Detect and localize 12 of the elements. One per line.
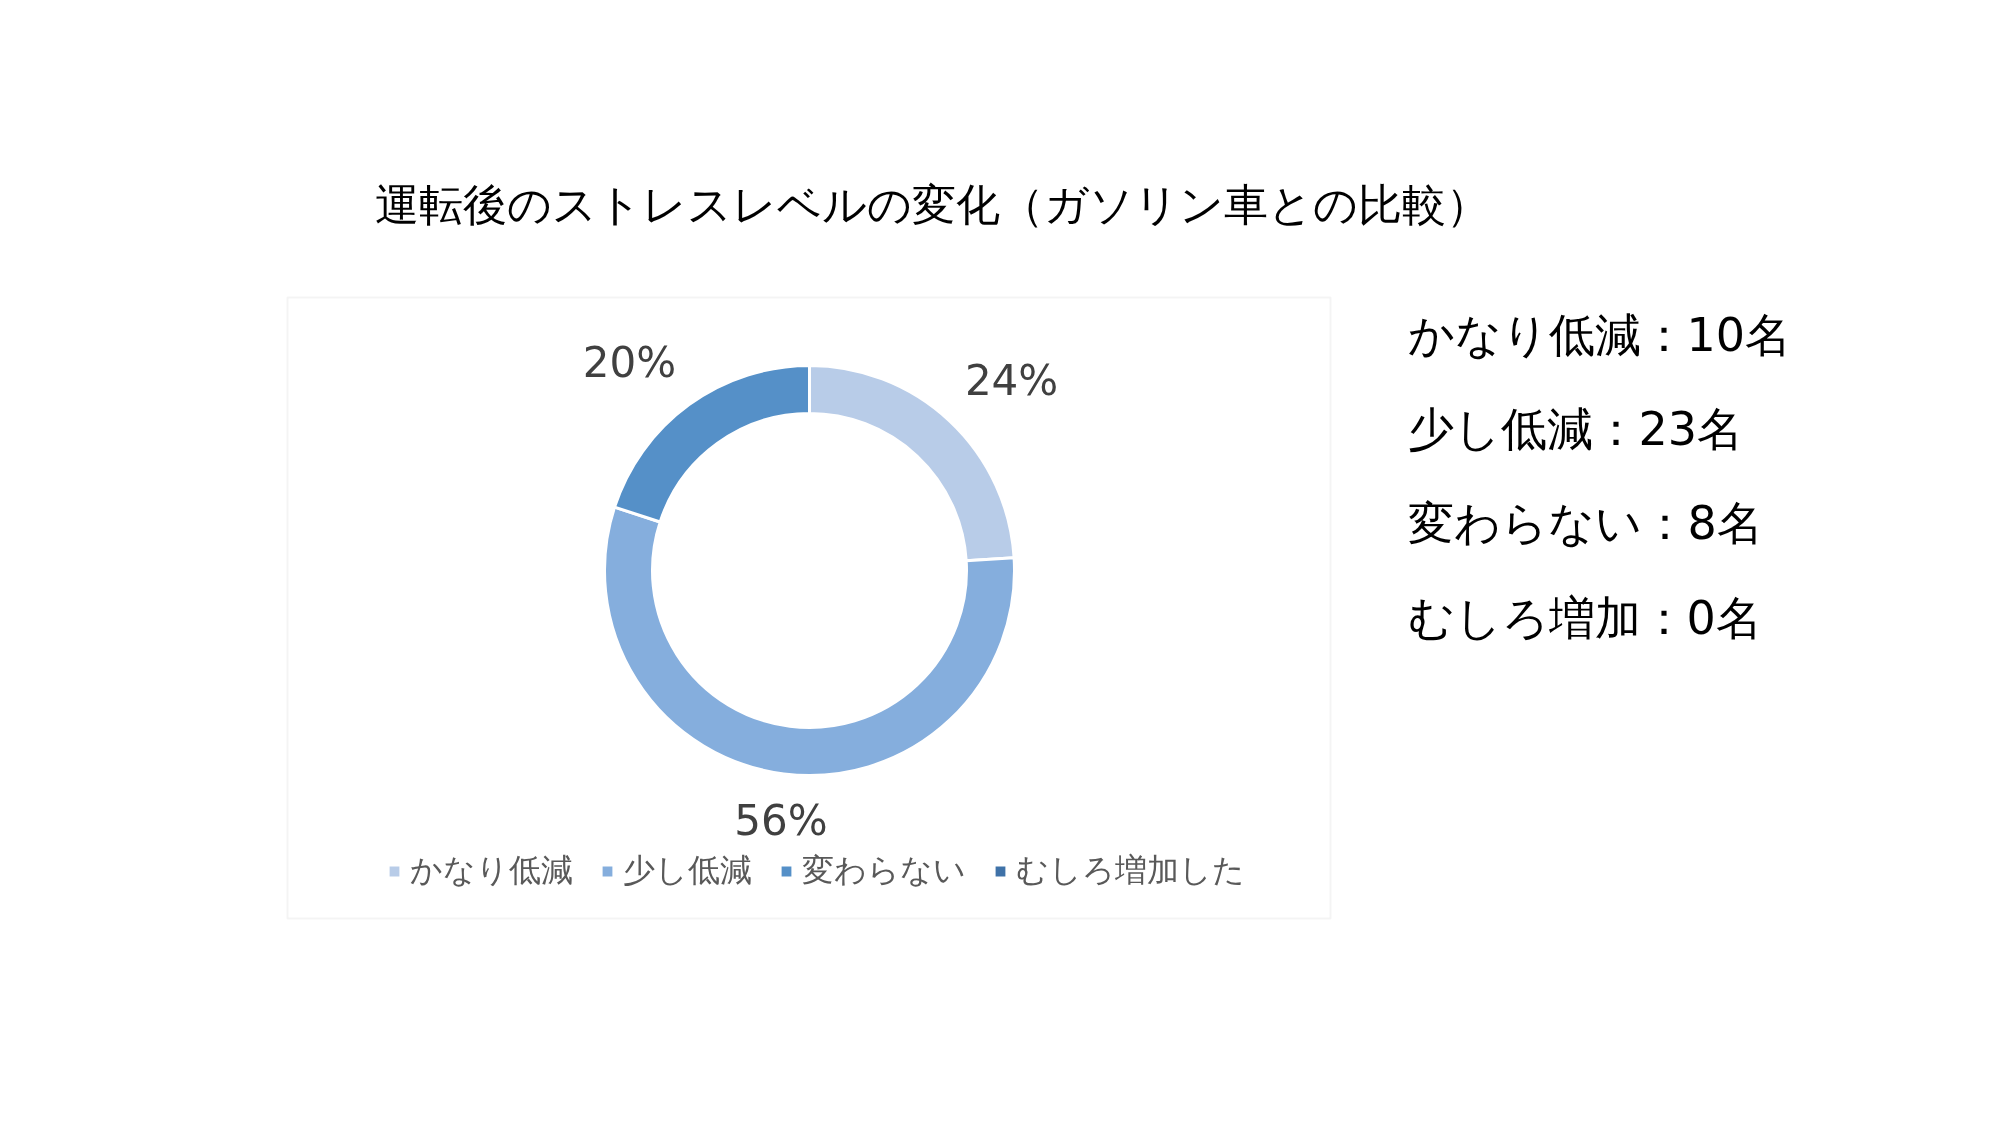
- chart-title: 運転後のストレスレベルの変化（ガソリン車との比較）: [374, 179, 1490, 230]
- legend-label: 変わらない: [801, 850, 966, 891]
- legend-label: 少し低減: [622, 850, 752, 891]
- data-label: 20%: [582, 337, 677, 387]
- legend-label: むしろ増加した: [1015, 850, 1245, 891]
- data-label: 24%: [964, 356, 1059, 406]
- text: むしろ増加：0名: [1407, 590, 1762, 645]
- text: かなり低減：10名: [1407, 307, 1792, 362]
- text: 少し低減：23名: [1407, 401, 1744, 456]
- legend-label: かなり低減: [409, 850, 573, 891]
- text: 変わらない：8名: [1407, 496, 1763, 551]
- data-label: 56%: [734, 795, 828, 845]
